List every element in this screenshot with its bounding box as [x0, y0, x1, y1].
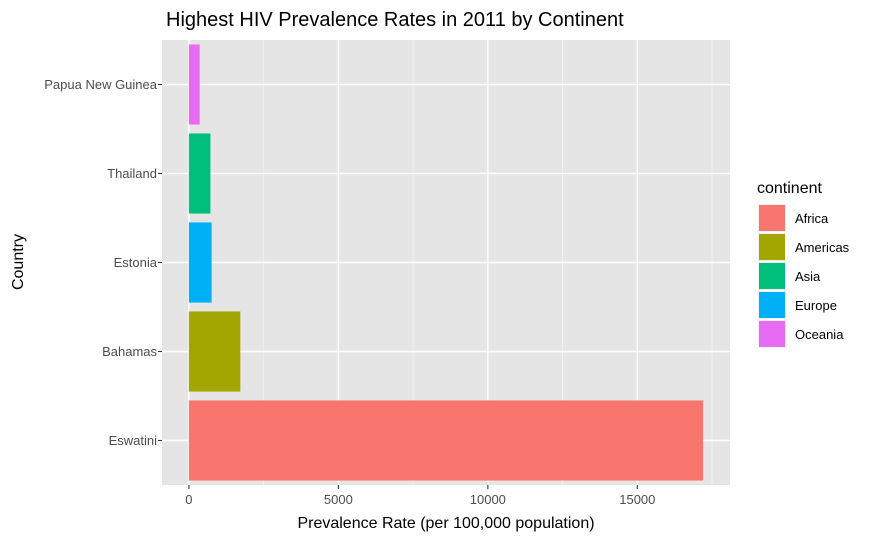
- legend-items: Africa Americas Asia Europe Oceania: [758, 204, 850, 348]
- x-axis: 0 5000 10000 15000: [185, 485, 655, 507]
- legend-label-europe: Europe: [795, 298, 837, 313]
- x-axis-title: Prevalence Rate (per 100,000 population): [297, 515, 594, 532]
- x-tick-label: 10000: [470, 492, 506, 507]
- bar-estonia: [188, 222, 212, 303]
- legend-swatch-americas: [759, 234, 785, 260]
- legend-label-americas: Americas: [795, 240, 850, 255]
- y-tick-label: Eswatini: [109, 433, 158, 448]
- y-tick-label: Thailand: [107, 166, 157, 181]
- x-tick-label: 5000: [324, 492, 353, 507]
- x-tick-label: 15000: [619, 492, 655, 507]
- legend-label-africa: Africa: [795, 211, 829, 226]
- x-tick-label: 0: [185, 492, 192, 507]
- legend-label-oceania: Oceania: [795, 327, 844, 342]
- legend-label-asia: Asia: [795, 269, 821, 284]
- bar-thailand: [188, 133, 211, 214]
- legend-swatch-asia: [759, 263, 785, 289]
- legend-swatch-africa: [759, 205, 785, 231]
- legend: continent Africa Americas Asia Europe Oceani…: [757, 180, 850, 348]
- y-axis: Eswatini Bahamas Estonia Thailand Papua New …: [44, 77, 162, 448]
- y-tick-label: Estonia: [114, 255, 158, 270]
- legend-swatch-oceania: [759, 321, 785, 347]
- bar-bahamas: [188, 311, 241, 392]
- bars: [188, 44, 704, 481]
- bar-papua-new-guinea: [188, 44, 200, 125]
- chart-title: Highest HIV Prevalence Rates in 2011 by …: [166, 9, 624, 31]
- bar-eswatini: [188, 400, 704, 481]
- y-tick-label: Papua New Guinea: [44, 77, 158, 92]
- y-axis-title: Country: [10, 234, 27, 290]
- legend-swatch-europe: [759, 292, 785, 318]
- legend-title: continent: [757, 180, 822, 197]
- y-tick-label: Bahamas: [102, 344, 157, 359]
